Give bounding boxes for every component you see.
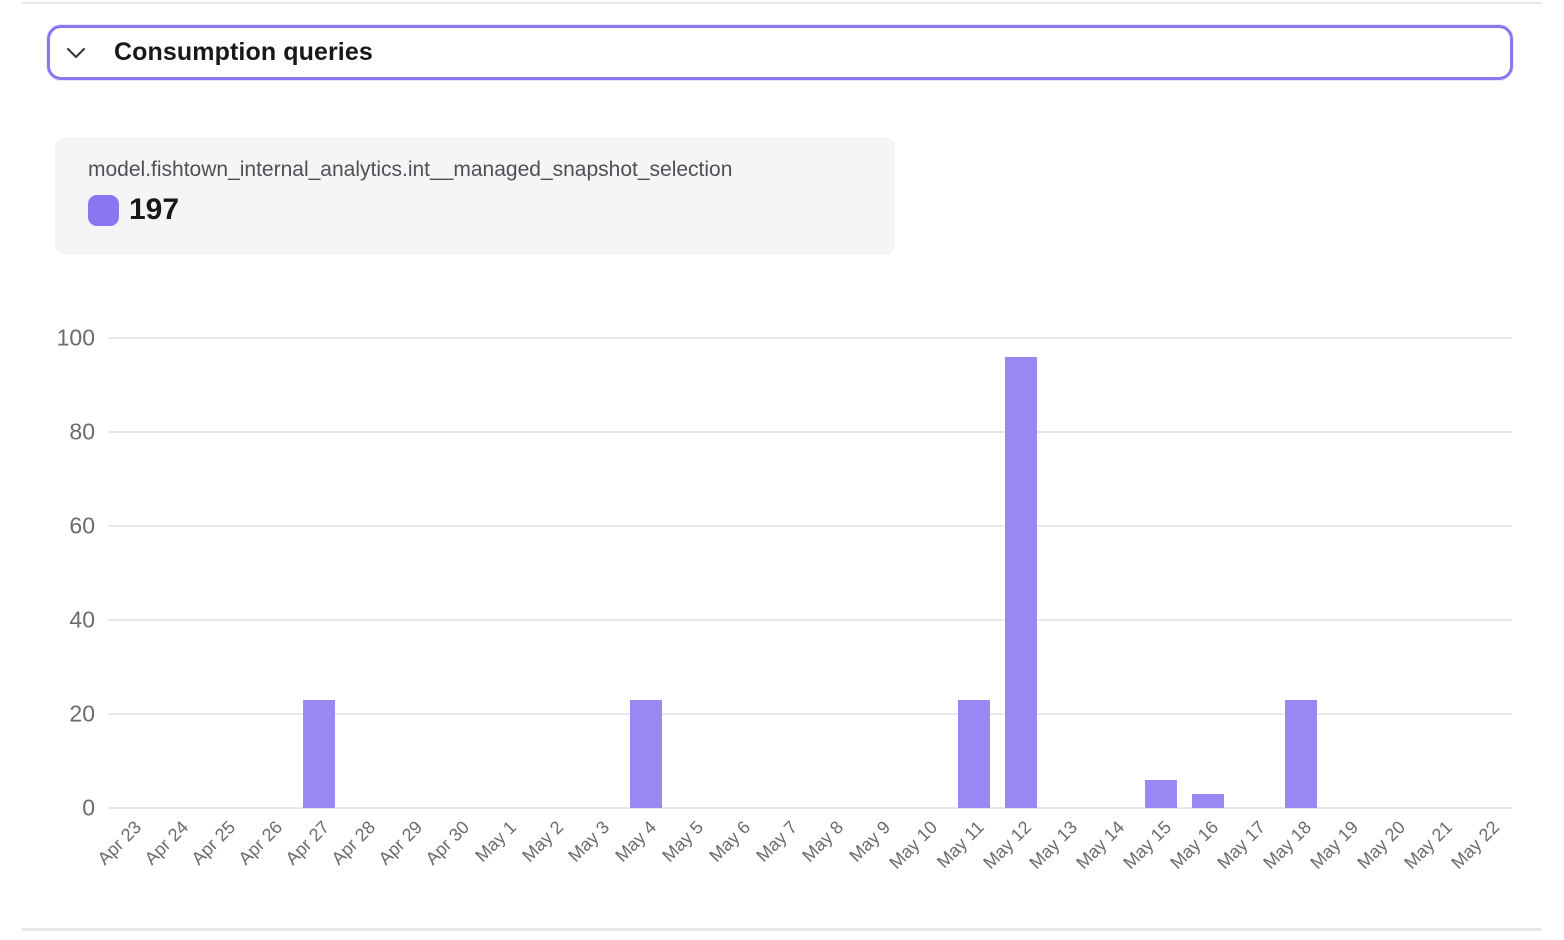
chevron-down-icon[interactable]	[66, 45, 86, 61]
bar-apr-27[interactable]	[302, 699, 335, 808]
bar-may-15[interactable]	[1145, 779, 1177, 808]
section-title: Consumption queries	[114, 38, 373, 66]
gridline-y-20	[108, 713, 1512, 715]
y-axis-tick-label: 20	[69, 700, 95, 727]
y-axis-tick-label: 80	[69, 418, 95, 445]
gridline-y-0	[108, 807, 1512, 809]
bar-may-18[interactable]	[1285, 699, 1318, 808]
gridline-y-40	[108, 619, 1512, 621]
legend-total-value: 197	[129, 193, 180, 226]
legend-color-swatch	[88, 194, 119, 226]
gridline-y-100	[108, 337, 1512, 339]
y-axis-tick-label: 100	[56, 324, 95, 351]
bar-may-12[interactable]	[1004, 356, 1037, 808]
y-axis-tick-label: 60	[69, 512, 95, 539]
plot-area: 0 20 40 60 80 100 Apr 23 Apr 24 Apr 25 Apr 26 Apr …	[57, 325, 1512, 873]
gridline-y-60	[108, 525, 1512, 527]
top-divider	[22, 2, 1542, 4]
legend-model-name: model.fishtown_internal_analytics.int__m…	[88, 158, 733, 181]
y-axis-tick-label: 0	[82, 794, 95, 821]
gridline-y-80	[108, 431, 1512, 433]
bar-may-16[interactable]	[1191, 793, 1224, 808]
chart-legend-card: model.fishtown_internal_analytics.int__m…	[55, 137, 895, 255]
bar-may-11[interactable]	[957, 699, 990, 808]
bar-may-4[interactable]	[630, 699, 663, 808]
consumption-queries-section-toggle[interactable]: Consumption queries	[47, 25, 1513, 80]
y-axis-tick-label: 40	[69, 606, 95, 633]
legend-value-row: 197	[88, 193, 875, 227]
bottom-divider	[22, 928, 1542, 931]
